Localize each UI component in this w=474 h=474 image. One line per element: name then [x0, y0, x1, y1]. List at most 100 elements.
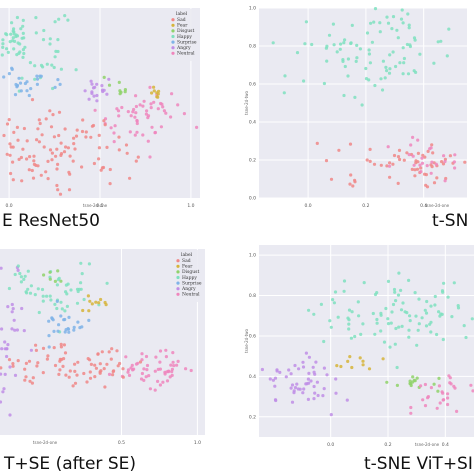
- scatter-point-disgust: [48, 270, 52, 274]
- scatter-point-happy: [373, 332, 377, 336]
- scatter-point-sad: [32, 162, 37, 166]
- scatter-point-happy: [322, 339, 326, 344]
- scatter-point-happy: [63, 309, 67, 313]
- scatter-point-surprise: [17, 76, 21, 80]
- scatter-point-neutral: [135, 121, 139, 126]
- scatter-point-sad: [61, 364, 65, 368]
- scatter-point-surprise: [87, 318, 91, 322]
- scatter-point-angry: [334, 391, 338, 395]
- scatter-point-angry: [278, 370, 282, 374]
- scatter-point-neutral: [150, 125, 154, 129]
- scatter-point-happy: [369, 21, 373, 25]
- scatter-point-sad: [315, 141, 319, 145]
- scatter-point-neutral: [112, 140, 116, 144]
- scatter-point-angry: [87, 97, 91, 101]
- scatter-point-surprise: [72, 328, 76, 332]
- scatter-point-sad: [36, 361, 40, 365]
- scatter-point-happy: [353, 334, 357, 339]
- scatter-point-surprise: [52, 329, 56, 333]
- scatter-point-happy: [414, 314, 418, 318]
- scatter-point-happy: [29, 284, 33, 288]
- scatter-point-neutral: [442, 154, 446, 158]
- scatter-point-sad: [134, 159, 138, 163]
- scatter-point-happy: [368, 61, 372, 65]
- scatter-point-surprise: [63, 330, 67, 334]
- x-axis-title: tsne-2d-one: [83, 203, 108, 208]
- scatter-point-happy: [322, 81, 326, 86]
- scatter-point-happy: [343, 38, 347, 42]
- scatter-point-sad: [88, 376, 93, 380]
- plot-background: [259, 245, 474, 437]
- scatter-point-neutral: [120, 105, 124, 110]
- scatter-point-neutral: [425, 164, 429, 168]
- scatter-point-angry: [105, 92, 109, 96]
- scatter-point-happy: [282, 91, 286, 95]
- scatter-point-neutral: [142, 99, 146, 103]
- scatter-point-sad: [81, 118, 85, 122]
- scatter-point-sad: [48, 109, 52, 113]
- scatter-point-happy: [57, 17, 61, 21]
- scatter-point-sad: [388, 175, 392, 179]
- panel-bottom-right: 0.0 0.2 0.4 0.2 0.4 0.6 0.8 1.0 tsne-2d-one tsne-…: [237, 237, 474, 474]
- scatter-point-surprise: [62, 318, 66, 322]
- scatter-point-disgust: [48, 277, 52, 281]
- scatter-point-sad: [23, 378, 27, 382]
- scatter-point-happy: [394, 299, 398, 303]
- scatter-point-sad: [59, 357, 64, 362]
- scatter-point-happy: [15, 15, 19, 20]
- scatter-point-neutral: [149, 102, 153, 106]
- scatter-point-surprise: [76, 320, 80, 324]
- scatter-point-neutral: [453, 166, 457, 170]
- scatter-point-happy: [22, 277, 26, 281]
- scatter-point-sad: [44, 117, 48, 121]
- scatter-point-sad: [59, 141, 63, 145]
- scatter-point-sad: [46, 354, 50, 358]
- scatter-point-sad: [100, 350, 104, 354]
- scatter-point-neutral: [140, 358, 144, 362]
- scatter-point-neutral: [153, 388, 157, 392]
- scatter-point-happy: [33, 64, 37, 68]
- scatter-point-happy: [398, 61, 402, 65]
- scatter-point-sad: [73, 362, 77, 366]
- legend-title: label: [176, 11, 188, 17]
- scatter-point-disgust: [437, 376, 441, 380]
- scatter-point-neutral: [423, 404, 428, 408]
- scatter-point-sad: [24, 375, 28, 379]
- scatter-point-happy: [53, 302, 57, 306]
- scatter-point-happy: [385, 69, 389, 73]
- scatter-point-happy: [13, 272, 17, 277]
- scatter-point-neutral: [171, 360, 175, 364]
- scatter-point-angry: [95, 99, 99, 103]
- scatter-point-neutral: [409, 143, 413, 147]
- scatter-point-happy: [356, 300, 360, 304]
- scatter-point-sad: [8, 142, 12, 146]
- scatter-point-happy: [283, 74, 287, 78]
- scatter-point-angry: [20, 306, 24, 311]
- scatter-point-happy: [56, 278, 60, 282]
- scatter-point-happy: [338, 47, 342, 51]
- scatter-point-neutral: [144, 375, 148, 379]
- scatter-point-happy: [52, 65, 56, 70]
- legend-marker-surprise: [176, 281, 180, 285]
- scatter-point-sad: [124, 143, 129, 147]
- scatter-point-neutral: [161, 380, 165, 384]
- scatter-point-fear: [361, 359, 365, 363]
- legend-label-surprise: Surprise: [182, 280, 202, 286]
- scatter-point-happy: [343, 64, 347, 69]
- scatter-point-neutral: [455, 409, 459, 413]
- scatter-point-sad: [46, 159, 50, 163]
- scatter-point-sad: [416, 151, 420, 155]
- scatter-point-happy: [379, 329, 383, 333]
- scatter-point-surprise: [57, 323, 61, 327]
- scatter-point-sad: [39, 173, 43, 177]
- scatter-point-fear: [348, 355, 352, 359]
- scatter-point-sad: [416, 160, 420, 164]
- scatter-point-angry: [6, 343, 10, 347]
- scatter-point-happy: [391, 15, 396, 19]
- scatter-point-surprise: [50, 317, 54, 321]
- scatter-point-angry: [0, 327, 4, 331]
- scatter-point-sad: [66, 146, 70, 150]
- scatter-point-neutral: [156, 107, 160, 111]
- scatter-point-disgust: [118, 89, 122, 93]
- scatter-point-happy: [48, 42, 52, 46]
